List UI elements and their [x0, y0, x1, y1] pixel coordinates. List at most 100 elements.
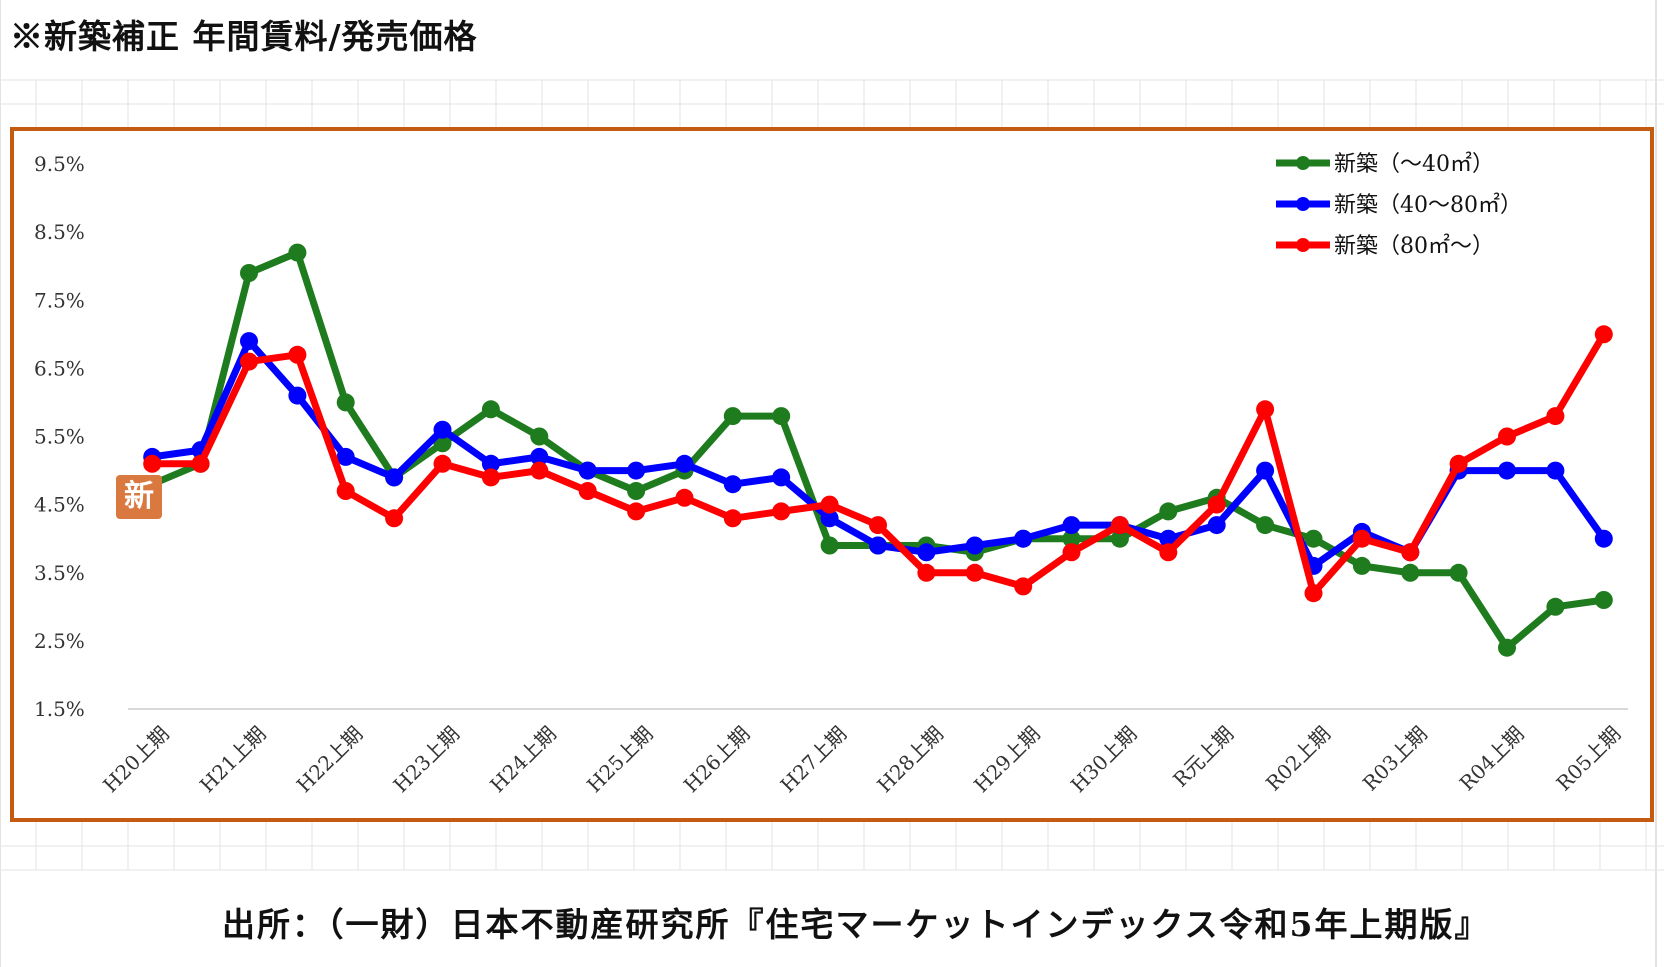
data-point — [481, 400, 500, 419]
x-tick-label: H23上期 — [388, 722, 464, 798]
data-point — [433, 454, 452, 473]
data-point — [965, 536, 984, 555]
data-point — [1594, 529, 1613, 548]
data-point — [1498, 461, 1516, 480]
x-tick-label: H30上期 — [1066, 722, 1142, 798]
data-point — [1498, 427, 1516, 446]
legend-item: 新築（80㎡～） — [1276, 233, 1494, 259]
data-point — [385, 468, 404, 487]
series-line — [150, 249, 1605, 652]
data-point — [1062, 529, 1081, 548]
data-point — [481, 454, 500, 473]
data-point — [1207, 495, 1226, 514]
data-point — [288, 243, 307, 262]
data-point — [288, 386, 307, 405]
data-point — [240, 352, 258, 371]
data-point — [1352, 556, 1371, 575]
legend-marker — [1296, 197, 1310, 211]
data-point — [820, 509, 839, 528]
data-point — [965, 563, 984, 582]
data-point — [1546, 407, 1565, 426]
y-tick-label: 1.5% — [34, 697, 85, 721]
data-point — [336, 482, 355, 500]
data-point — [578, 482, 597, 500]
data-point — [530, 461, 549, 480]
source-note: 出所：（一財）日本不動産研究所『住宅マーケットインデックス令和5年上期版』 — [222, 905, 1490, 944]
y-tick-label: 5.5% — [34, 425, 85, 449]
series-1 — [143, 243, 1613, 657]
data-point — [530, 427, 549, 446]
x-tick-label: H24上期 — [485, 722, 561, 798]
data-point — [240, 332, 258, 351]
data-point — [820, 536, 839, 555]
data-point — [1594, 325, 1613, 344]
x-tick-label: H28上期 — [872, 722, 948, 798]
data-point — [1014, 529, 1033, 548]
data-point — [1110, 516, 1129, 535]
data-point — [1207, 516, 1226, 535]
data-point — [627, 461, 646, 480]
data-point — [288, 345, 307, 364]
legend-marker — [1296, 238, 1310, 252]
data-point — [1256, 400, 1275, 419]
x-tick-label: H25上期 — [582, 722, 658, 798]
data-point — [1401, 563, 1420, 582]
data-point — [1546, 461, 1565, 480]
data-point — [336, 447, 355, 466]
data-point — [1498, 638, 1516, 657]
x-tick-label: H20上期 — [98, 722, 174, 798]
legend-item: 新築（40～80㎡） — [1276, 192, 1522, 218]
data-point — [481, 468, 500, 487]
data-point — [1256, 461, 1275, 480]
data-point — [1256, 516, 1275, 535]
data-point — [530, 447, 549, 466]
y-tick-label: 4.5% — [34, 493, 85, 517]
x-tick-label: H22上期 — [292, 722, 368, 798]
data-point — [1401, 543, 1420, 562]
data-point — [723, 407, 742, 426]
legend-label: 新築（40～80㎡） — [1334, 192, 1522, 218]
x-tick-label: H27上期 — [776, 722, 852, 798]
y-tick-label: 9.5% — [34, 152, 85, 176]
data-point — [578, 461, 597, 480]
x-tick-label: R元上期 — [1168, 722, 1238, 792]
data-point — [869, 516, 887, 535]
data-point — [820, 495, 839, 514]
data-point — [772, 407, 791, 426]
data-point — [1159, 502, 1178, 521]
x-tick-label: R03上期 — [1358, 722, 1432, 796]
chart-frame: 9.5% 8.5% 7.5% 6.5% 5.5% 4.5% 3.5% 2.5% 1.5% H20上… — [10, 127, 1654, 822]
data-point — [917, 563, 936, 582]
data-point — [240, 264, 258, 282]
x-tick-label: H26上期 — [679, 722, 755, 798]
data-point — [1449, 454, 1468, 473]
data-point — [1062, 543, 1081, 562]
data-point — [191, 454, 210, 473]
line-chart: 9.5% 8.5% 7.5% 6.5% 5.5% 4.5% 3.5% 2.5% 1.5% H20上… — [34, 151, 1628, 798]
legend-item: 新築（～40㎡） — [1276, 151, 1494, 177]
y-tick-label: 2.5% — [34, 629, 85, 653]
series-2 — [143, 332, 1613, 575]
data-point — [675, 454, 694, 473]
data-point — [1062, 516, 1081, 535]
data-point — [1304, 584, 1323, 603]
data-point — [1159, 543, 1178, 562]
data-point — [627, 502, 646, 521]
y-tick-label: 6.5% — [34, 356, 85, 380]
series-3 — [143, 325, 1613, 603]
data-point — [869, 536, 887, 555]
x-tick-label: R05上期 — [1551, 722, 1625, 796]
x-tick-label: R02上期 — [1261, 722, 1335, 796]
data-point — [772, 468, 791, 487]
page-title: ※新築補正 年間賃料/発売価格 — [10, 17, 478, 56]
legend-marker — [1296, 156, 1310, 170]
data-point — [1110, 529, 1129, 548]
x-tick-label: H21上期 — [195, 722, 271, 798]
data-point — [1449, 563, 1468, 582]
y-tick-label: 7.5% — [34, 288, 85, 312]
y-tick-label: 8.5% — [34, 220, 85, 244]
data-point — [1352, 529, 1371, 548]
data-point — [772, 502, 791, 521]
data-point — [143, 454, 162, 473]
